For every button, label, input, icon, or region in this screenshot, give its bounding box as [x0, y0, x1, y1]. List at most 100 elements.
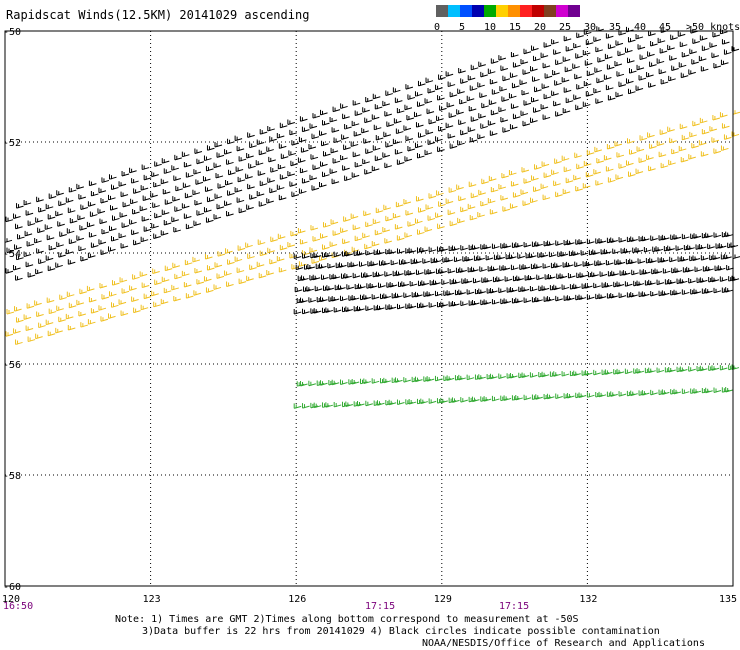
wind-barb [332, 158, 341, 164]
wind-barb [290, 230, 299, 237]
axis-labels: 120 123 126 129 132 135 -50 -52 -54 -56 -58 -60 16:5… [2, 27, 737, 612]
lon-label: 135 [719, 594, 737, 605]
wind-barb [308, 297, 316, 303]
wind-barb [551, 90, 559, 97]
wind-barb [385, 142, 393, 148]
colorbar-swatch [484, 5, 496, 17]
wind-barb [432, 279, 441, 286]
wind-barb [78, 310, 86, 317]
lon-label: 123 [143, 594, 161, 605]
wind-barb [162, 189, 171, 195]
wind-barb [597, 57, 605, 63]
wind-barb [480, 123, 488, 129]
wind-barb [293, 309, 302, 315]
wind-barb [472, 277, 481, 284]
wind-barb [238, 156, 247, 162]
wind-barb [534, 164, 542, 170]
wind-barb [520, 189, 529, 195]
wind-barb [27, 336, 36, 343]
wind-barb [466, 374, 475, 381]
wind-barb [566, 295, 575, 301]
wind-barb [675, 245, 684, 251]
wind-barb [325, 307, 333, 313]
wind-barb [319, 130, 327, 136]
wind-barb [480, 200, 488, 207]
wind-barb [205, 287, 214, 293]
wind-barb [98, 239, 107, 245]
wind-barb [236, 197, 245, 203]
wind-barb [55, 262, 63, 268]
wind-barb [160, 230, 169, 236]
wind-barb [605, 166, 614, 172]
wind-barb [97, 208, 106, 214]
wind-barb [435, 212, 443, 219]
wind-barb [213, 162, 222, 169]
colorbar-label: 5 [459, 22, 466, 33]
wind-barb [712, 115, 721, 121]
wind-barb [605, 84, 614, 91]
wind-barb [345, 306, 353, 312]
wind-barb [678, 62, 687, 68]
wind-barb [259, 180, 268, 187]
wind-barb [374, 155, 383, 162]
wind-barb [234, 187, 243, 193]
wind-barb [437, 146, 445, 153]
wind-barb [394, 292, 403, 299]
wind-barb [413, 258, 422, 265]
wind-barb [110, 205, 118, 211]
wind-barb [204, 254, 213, 260]
wind-barb [88, 232, 97, 238]
wind-barb [340, 103, 348, 109]
wind-barb [376, 249, 385, 255]
wind-barb [679, 366, 688, 372]
wind-barb [499, 86, 508, 92]
wind-barb [585, 171, 594, 178]
wind-barb [266, 146, 274, 153]
wind-barb [385, 90, 393, 97]
wind-barb [329, 116, 338, 123]
wind-barb [140, 185, 149, 191]
wind-barb [308, 143, 317, 150]
wind-barb [205, 217, 214, 223]
wind-barb [405, 84, 414, 90]
wind-barb [688, 154, 696, 160]
wind-barb [604, 282, 613, 288]
wind-barb [293, 253, 302, 260]
wind-barb [699, 277, 708, 283]
wind-barb [578, 239, 587, 245]
wind-barb [439, 105, 447, 111]
colorbar-label: 40 [634, 22, 647, 33]
wind-barb [692, 255, 701, 261]
wind-barb [523, 100, 532, 106]
wind-barb [680, 256, 689, 262]
wind-barb [575, 104, 583, 111]
wind-barb [46, 297, 55, 303]
wind-barb [87, 319, 96, 325]
wind-barb [414, 376, 423, 383]
wind-barb [576, 32, 584, 39]
wind-barb [340, 379, 348, 385]
wind-barb [593, 169, 601, 175]
wind-barb [460, 245, 468, 251]
wind-barb [414, 291, 423, 298]
wind-barb [427, 139, 436, 146]
wind-barb [515, 297, 523, 304]
wind-barb [327, 263, 335, 269]
wind-barb [80, 204, 88, 210]
wind-barb [627, 37, 636, 43]
note-line-2: 3)Data buffer is 22 hrs from 20141029 4)… [142, 626, 660, 637]
wind-barb [362, 107, 370, 113]
wind-barb [614, 141, 623, 147]
wind-barb [502, 265, 511, 271]
wind-barb [255, 160, 264, 166]
wind-barb [79, 225, 87, 231]
wind-barb [466, 289, 475, 295]
wind-barb [637, 258, 646, 264]
wind-barb [723, 49, 732, 55]
wind-barb [258, 201, 267, 207]
wind-barb [437, 223, 445, 230]
wind-barb [553, 100, 561, 107]
wind-barb [340, 227, 348, 233]
wind-barb [108, 246, 116, 252]
wind-barb [584, 283, 593, 289]
